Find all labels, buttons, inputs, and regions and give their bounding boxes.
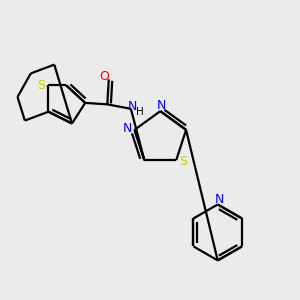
Text: N: N xyxy=(122,122,132,135)
Text: N: N xyxy=(128,100,137,113)
Text: O: O xyxy=(99,70,109,83)
Text: S: S xyxy=(37,79,45,92)
Text: S: S xyxy=(180,155,188,168)
Text: N: N xyxy=(214,193,224,206)
Text: N: N xyxy=(157,99,167,112)
Text: H: H xyxy=(136,107,144,117)
